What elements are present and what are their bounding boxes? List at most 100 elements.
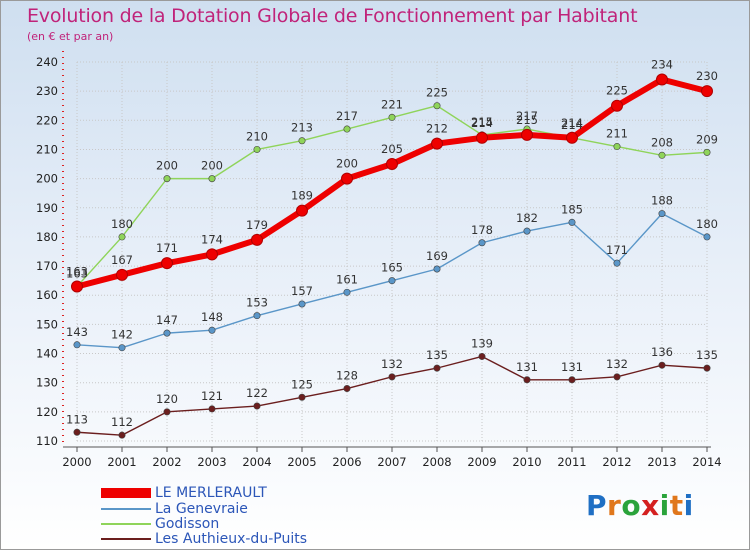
x-tick-label: 2010 (512, 455, 541, 469)
y-tick-label: 240 (36, 55, 58, 69)
data-point (208, 175, 216, 183)
x-tick-label: 2009 (467, 455, 496, 469)
legend-item-godisson[interactable]: Godisson (101, 516, 219, 532)
data-label: 135 (696, 348, 718, 362)
data-point (476, 131, 488, 144)
data-label: 210 (246, 129, 268, 143)
data-label: 211 (606, 127, 628, 141)
x-tick-label: 2004 (242, 455, 271, 469)
data-point (478, 239, 486, 247)
x-tick-label: 2002 (152, 455, 181, 469)
data-label: 215 (471, 115, 493, 129)
data-point (568, 218, 576, 226)
data-label: 213 (291, 121, 313, 135)
data-label: 214 (561, 118, 583, 132)
data-point (613, 143, 621, 151)
data-point (161, 257, 173, 270)
data-label: 189 (291, 189, 313, 203)
data-label: 180 (696, 217, 718, 231)
data-label: 230 (696, 69, 718, 83)
axes (62, 51, 711, 452)
data-label: 136 (651, 345, 673, 359)
y-tick-label: 170 (36, 259, 58, 273)
y-tick-label: 150 (36, 317, 58, 331)
data-label: 225 (426, 86, 448, 100)
data-label: 174 (201, 232, 223, 246)
data-point (253, 145, 261, 153)
logo-letter: i (659, 489, 670, 522)
data-label: 171 (156, 241, 178, 255)
data-point (208, 326, 216, 334)
legend-item-les-authieux-du-puits[interactable]: Les Authieux-du-Puits (101, 531, 307, 547)
data-label: 217 (516, 109, 538, 123)
data-label: 185 (561, 202, 583, 216)
data-point (118, 233, 126, 241)
y-tick-label: 120 (36, 405, 58, 419)
data-point (433, 102, 441, 110)
data-point (388, 113, 396, 121)
data-label: 125 (291, 377, 313, 391)
data-point (296, 204, 308, 217)
data-label: 200 (336, 157, 358, 171)
x-tick-label: 2013 (647, 455, 676, 469)
data-point (566, 131, 578, 144)
data-point (611, 99, 623, 112)
data-label: 209 (696, 132, 718, 146)
data-point (701, 85, 713, 98)
data-point (613, 259, 621, 267)
data-point (521, 128, 533, 141)
y-tick-label: 180 (36, 230, 58, 244)
data-label: 205 (381, 142, 403, 156)
data-point (343, 288, 351, 296)
data-label: 163 (66, 266, 88, 280)
data-point (118, 431, 126, 439)
data-label: 131 (561, 360, 583, 374)
data-label: 214 (561, 116, 583, 130)
data-label: 157 (291, 284, 313, 298)
legend-swatch (101, 538, 151, 540)
data-point (343, 125, 351, 133)
data-point (298, 137, 306, 145)
data-point (208, 405, 216, 413)
data-point (478, 352, 486, 360)
data-point (73, 428, 81, 436)
data-label: 179 (246, 218, 268, 232)
legend-label: Les Authieux-du-Puits (155, 531, 307, 547)
y-tick-label: 220 (36, 113, 58, 127)
data-label: 165 (381, 261, 403, 275)
data-point (703, 364, 711, 372)
logo-letter: r (607, 489, 622, 522)
data-label: 153 (246, 296, 268, 310)
data-point (163, 329, 171, 337)
y-tick-label: 230 (36, 84, 58, 98)
legend-item-le-merlerault[interactable]: LE MERLERAULT (101, 485, 267, 501)
logo-letter: t (669, 489, 684, 522)
legend-label: Godisson (155, 516, 220, 532)
data-label: 142 (111, 328, 133, 342)
x-tick-label: 2001 (107, 455, 136, 469)
data-point (341, 172, 353, 185)
legend-item-la-genevraie[interactable]: La Genevraie (101, 501, 248, 517)
x-tick-label: 2003 (197, 455, 226, 469)
data-label: 182 (516, 211, 538, 225)
data-point (523, 227, 531, 235)
data-label: 131 (516, 360, 538, 374)
data-point (343, 385, 351, 393)
series-lines (71, 73, 713, 439)
data-point (73, 341, 81, 349)
data-point (658, 151, 666, 159)
data-label: 214 (471, 116, 493, 130)
data-label: 171 (606, 243, 628, 257)
data-label: 215 (516, 113, 538, 127)
data-point (118, 344, 126, 352)
y-tick-label: 200 (36, 172, 58, 186)
data-label: 132 (381, 357, 403, 371)
data-point (253, 312, 261, 320)
data-label: 122 (246, 386, 268, 400)
y-tick-label: 130 (36, 376, 58, 390)
data-label: 143 (66, 325, 88, 339)
data-point (298, 393, 306, 401)
data-label: 200 (201, 159, 223, 173)
